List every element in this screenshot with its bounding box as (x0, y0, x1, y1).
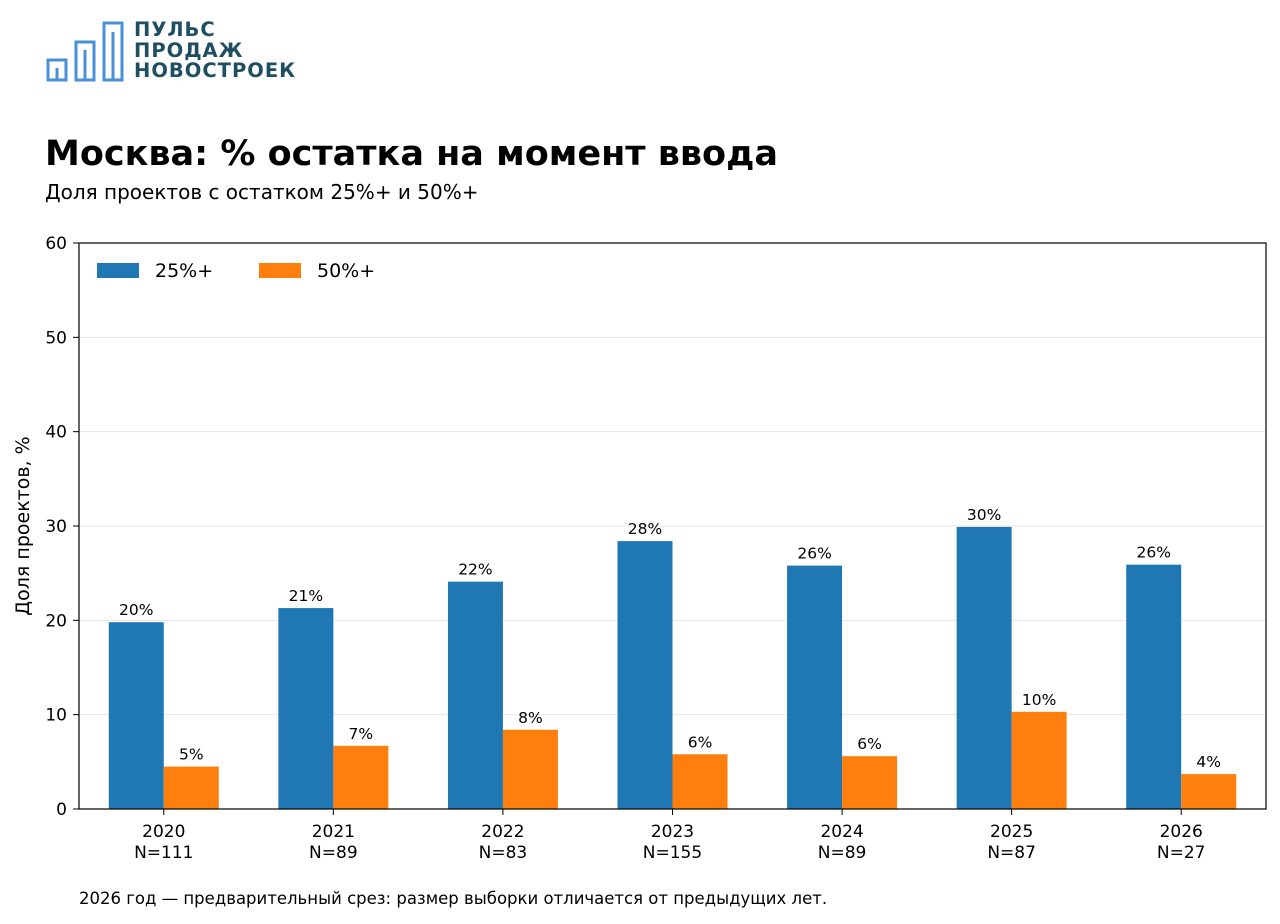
legend-swatch-50%+ (259, 263, 301, 278)
x-tick-sublabel-2026: N=27 (1157, 843, 1206, 863)
bar-25%+-2022 (447, 581, 503, 809)
chart-subtitle: Доля проектов с остатком 25%+ и 50%+ (45, 180, 479, 204)
brand-name: ПУЛЬС ПРОДАЖ НОВОСТРОЕК (134, 18, 297, 82)
data-label-25%+-2023: 28% (628, 520, 662, 538)
legend-label-25%+: 25%+ (155, 260, 213, 282)
brand-line-3: НОВОСТРОЕК (134, 59, 297, 82)
y-tick-label-60: 60 (45, 234, 67, 254)
x-tick-label-2020: 2020 (142, 822, 185, 842)
bar-25%+-2023 (617, 541, 673, 809)
x-tick-sublabel-2022: N=83 (479, 843, 528, 863)
x-tick-sublabel-2024: N=89 (818, 843, 867, 863)
data-label-25%+-2020: 20% (119, 601, 153, 619)
data-label-50%+-2021: 7% (349, 725, 374, 743)
bar-50%+-2020 (163, 766, 219, 809)
x-tick-sublabel-2020: N=111 (134, 843, 193, 863)
legend-swatch-25%+ (97, 263, 139, 278)
y-tick-label-20: 20 (45, 611, 67, 631)
data-label-50%+-2022: 8% (518, 709, 543, 727)
x-tick-sublabel-2025: N=87 (987, 843, 1036, 863)
bar-50%+-2024 (842, 756, 898, 809)
data-label-50%+-2025: 10% (1022, 691, 1056, 709)
bar-25%+-2026 (1126, 564, 1182, 809)
y-tick-label-0: 0 (56, 800, 67, 820)
y-tick-label-30: 30 (45, 517, 67, 537)
data-label-50%+-2024: 6% (857, 735, 882, 753)
bar-25%+-2024 (787, 565, 843, 809)
y-tick-label-50: 50 (45, 328, 67, 348)
y-tick-label-10: 10 (45, 706, 67, 726)
data-label-50%+-2026: 4% (1196, 753, 1221, 771)
bar-50%+-2025 (1011, 711, 1067, 809)
data-label-25%+-2024: 26% (797, 545, 831, 563)
brand-line-2: ПРОДАЖ (134, 38, 244, 62)
bar-25%+-2020 (108, 622, 164, 809)
x-tick-label-2026: 2026 (1160, 822, 1203, 842)
x-tick-label-2024: 2024 (820, 822, 863, 842)
bar-building-icon (46, 21, 124, 82)
plot-frame (78, 242, 1267, 810)
bar-50%+-2021 (333, 745, 389, 809)
brand-line-1: ПУЛЬС (134, 18, 216, 41)
chart-title: Москва: % остатка на момент ввода (45, 134, 778, 174)
bar-25%+-2025 (956, 526, 1012, 809)
bar-chart: 010203040506020%5%2020N=11121%7%2021N=89… (12, 234, 1267, 863)
x-tick-label-2022: 2022 (481, 822, 524, 842)
data-label-25%+-2025: 30% (967, 506, 1001, 524)
data-label-25%+-2022: 22% (458, 561, 492, 579)
bar-50%+-2022 (502, 729, 558, 809)
data-label-25%+-2021: 21% (289, 587, 323, 605)
bar-25%+-2021 (278, 608, 334, 809)
x-tick-label-2025: 2025 (990, 822, 1033, 842)
data-label-50%+-2020: 5% (179, 746, 204, 764)
x-tick-label-2021: 2021 (312, 822, 355, 842)
x-tick-sublabel-2021: N=89 (309, 843, 358, 863)
chart-footnote: 2026 год — предварительный срез: размер … (79, 889, 828, 908)
y-axis-label: Доля проектов, % (12, 436, 34, 615)
x-tick-sublabel-2023: N=155 (643, 843, 702, 863)
legend-label-50%+: 50%+ (317, 260, 375, 282)
data-label-50%+-2023: 6% (688, 733, 713, 751)
x-tick-label-2023: 2023 (651, 822, 694, 842)
bar-50%+-2026 (1181, 774, 1237, 809)
bar-50%+-2023 (672, 754, 728, 809)
y-tick-label-40: 40 (45, 423, 67, 443)
brand-logo: ПУЛЬС ПРОДАЖ НОВОСТРОЕК (46, 18, 306, 84)
data-label-25%+-2026: 26% (1136, 544, 1170, 562)
